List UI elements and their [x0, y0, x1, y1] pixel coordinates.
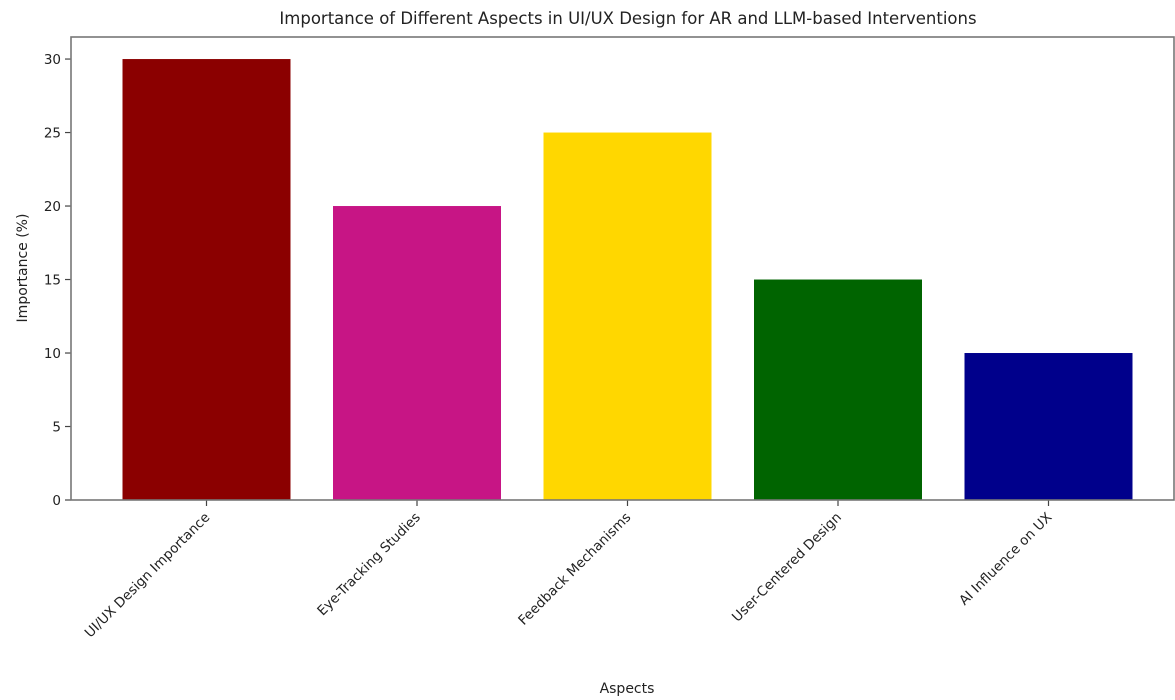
y-tick-label: 15 — [44, 273, 61, 289]
chart-title: Importance of Different Aspects in UI/UX… — [279, 9, 976, 28]
x-axis-ticks: UI/UX Design Importance Eye-Tracking Stud… — [82, 500, 1055, 642]
x-tick-label: UI/UX Design Importance — [82, 510, 214, 642]
y-tick-label: 30 — [44, 52, 61, 68]
y-axis-ticks: 0 5 10 15 20 25 30 — [44, 52, 71, 509]
y-tick-label: 5 — [52, 420, 61, 436]
y-tick-label: 10 — [44, 346, 61, 362]
bars-layer — [122, 59, 1133, 501]
y-tick-label: 20 — [44, 199, 61, 215]
bar-5 — [964, 353, 1133, 500]
bar-4 — [754, 279, 922, 500]
plot-frame — [70, 36, 1175, 501]
bar-1 — [122, 59, 291, 501]
x-axis-label: Aspects — [600, 681, 655, 696]
bar-3 — [543, 132, 712, 501]
x-tick-label: AI Influence on UX — [956, 510, 1055, 609]
x-tick-label: Eye-Tracking Studies — [314, 510, 424, 620]
x-tick-label: User-Centered Design — [729, 510, 845, 626]
y-tick-label: 0 — [52, 493, 61, 509]
y-tick-label: 25 — [44, 126, 61, 142]
x-tick-label: Feedback Mechanisms — [515, 510, 634, 629]
y-axis-label: Importance (%) — [15, 214, 31, 323]
bar-2 — [333, 206, 501, 500]
